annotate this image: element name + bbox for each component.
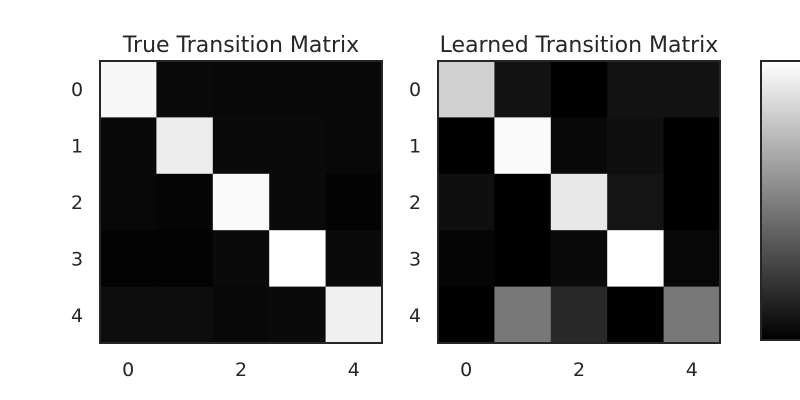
heatmap-cell-learned-r4-c4: [663, 286, 721, 344]
heatmap-cell-learned-r3-c4: [663, 230, 721, 288]
heatmap-cell-learned-r4-c2: [550, 286, 608, 344]
y-tick-label-learned-1: 1: [409, 136, 421, 158]
x-tick-label-true-2: 4: [348, 359, 360, 381]
heatmap-cell-learned-r1-c3: [607, 117, 665, 175]
heatmap-cells-true: [100, 61, 383, 344]
y-tick-label-true-4: 4: [71, 305, 83, 327]
heatmap-cell-learned-r4-c0: [438, 286, 495, 344]
colorbar: [760, 60, 800, 341]
panel-learned-transition-matrix: Learned Transition Matrix 0 1 2 3 4 0 2 4: [409, 33, 721, 381]
chart-title-learned: Learned Transition Matrix: [440, 33, 719, 58]
heatmap-cell-true-r3-c1: [156, 230, 214, 288]
heatmap-cell-learned-r0-c2: [550, 61, 608, 118]
heatmap-cell-learned-r1-c1: [494, 117, 552, 175]
heatmap-cell-true-r4-c2: [212, 286, 270, 344]
heatmap-cell-learned-r2-c3: [607, 173, 665, 231]
heatmap-cell-true-r0-c3: [269, 61, 327, 118]
heatmap-cell-true-r2-c1: [156, 173, 214, 231]
heatmap-cell-learned-r0-c1: [494, 61, 552, 118]
heatmap-cell-true-r1-c0: [100, 117, 157, 175]
x-tick-label-true-1: 2: [235, 359, 247, 381]
heatmap-cell-learned-r2-c2: [550, 173, 608, 231]
heatmap-cell-learned-r0-c0: [438, 61, 495, 118]
heatmap-cell-learned-r4-c3: [607, 286, 665, 344]
heatmap-cell-learned-r3-c3: [607, 230, 665, 288]
heatmap-cell-true-r4-c3: [269, 286, 327, 344]
chart-title-true: True Transition Matrix: [122, 33, 359, 58]
heatmap-cell-true-r1-c1: [156, 117, 214, 175]
y-tick-label-true-1: 1: [71, 136, 83, 158]
heatmap-cell-true-r0-c2: [212, 61, 270, 118]
heatmap-cell-learned-r2-c4: [663, 173, 721, 231]
heatmap-cell-learned-r1-c4: [663, 117, 721, 175]
heatmap-cell-learned-r0-c4: [663, 61, 721, 118]
plot-frame-learned: [437, 60, 721, 344]
heatmap-cell-learned-r3-c2: [550, 230, 608, 288]
y-tick-label-learned-2: 2: [409, 192, 421, 214]
heatmap-cell-true-r3-c0: [100, 230, 157, 288]
y-tick-label-true-3: 3: [71, 248, 83, 270]
heatmap-cell-true-r3-c4: [325, 230, 383, 288]
heatmap-cell-true-r2-c2: [212, 173, 270, 231]
heatmap-cell-true-r0-c0: [100, 61, 157, 118]
heatmap-cell-true-r1-c2: [212, 117, 270, 175]
x-tick-label-learned-1: 2: [573, 359, 585, 381]
heatmap-cell-true-r0-c1: [156, 61, 214, 118]
heatmap-cell-true-r4-c1: [156, 286, 214, 344]
heatmap-cell-learned-r4-c1: [494, 286, 552, 344]
heatmap-cell-learned-r1-c2: [550, 117, 608, 175]
heatmap-cell-true-r2-c0: [100, 173, 157, 231]
heatmap-cell-true-r3-c2: [212, 230, 270, 288]
plot-frame-true: [99, 60, 383, 344]
panel-true-transition-matrix: True Transition Matrix 0 1 2 3 4 0 2 4: [71, 33, 383, 381]
heatmap-cell-true-r1-c4: [325, 117, 383, 175]
heatmap-cell-true-r0-c4: [325, 61, 383, 118]
y-tick-label-true-0: 0: [71, 79, 83, 101]
heatmap-cell-true-r4-c0: [100, 286, 157, 344]
heatmap-cells-learned: [438, 61, 721, 344]
x-tick-label-learned-2: 4: [686, 359, 698, 381]
heatmap-cell-learned-r0-c3: [607, 61, 665, 118]
x-tick-label-true-0: 0: [122, 359, 134, 381]
heatmap-cell-true-r2-c4: [325, 173, 383, 231]
tick-labels-true: 0 1 2 3 4 0 2 4: [71, 79, 360, 381]
x-tick-label-learned-0: 0: [460, 359, 472, 381]
heatmap-cell-learned-r3-c0: [438, 230, 495, 288]
heatmap-cell-learned-r2-c0: [438, 173, 495, 231]
y-tick-label-true-2: 2: [71, 192, 83, 214]
heatmap-cell-true-r3-c3: [269, 230, 327, 288]
y-tick-label-learned-3: 3: [409, 248, 421, 270]
heatmap-cell-true-r4-c4: [325, 286, 383, 344]
y-tick-label-learned-4: 4: [409, 305, 421, 327]
heatmap-cell-learned-r2-c1: [494, 173, 552, 231]
heatmap-cell-true-r2-c3: [269, 173, 327, 231]
y-tick-label-learned-0: 0: [409, 79, 421, 101]
heatmap-cell-true-r1-c3: [269, 117, 327, 175]
heatmap-cell-learned-r3-c1: [494, 230, 552, 288]
tick-labels-learned: 0 1 2 3 4 0 2 4: [409, 79, 698, 381]
heatmap-cell-learned-r1-c0: [438, 117, 495, 175]
